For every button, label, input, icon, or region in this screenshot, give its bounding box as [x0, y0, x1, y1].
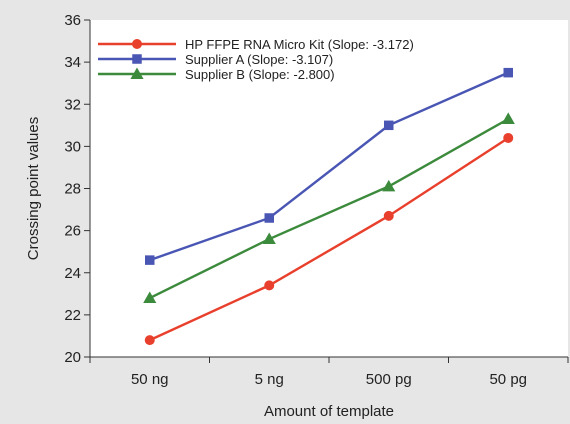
legend: HP FFPE RNA Micro Kit (Slope: -3.172)Sup…	[98, 37, 414, 82]
x-axis: 50 ng 5 ng 500 pg 50 pg	[89, 356, 569, 388]
data-point	[144, 335, 155, 346]
data-point	[145, 255, 155, 265]
x-tick-label: 50 ng	[131, 371, 169, 388]
x-tick-label: 5 ng	[255, 371, 284, 388]
legend-label: Supplier A (Slope: -3.107)	[185, 52, 333, 67]
data-point	[503, 132, 514, 143]
legend-marker	[132, 39, 142, 49]
x-tick-label: 500 pg	[366, 371, 412, 388]
data-point	[501, 112, 515, 124]
legend-label: HP FFPE RNA Micro Kit (Slope: -3.172)	[185, 37, 414, 52]
y-tick-label: 28	[64, 181, 81, 198]
y-tick-label: 24	[64, 265, 81, 282]
x-axis-title: Amount of template	[264, 403, 394, 420]
data-point	[384, 120, 394, 131]
legend-marker	[130, 67, 144, 79]
data-point	[262, 232, 276, 245]
series-line	[149, 71, 509, 262]
series-2	[145, 67, 513, 265]
legend-label: Supplier B (Slope: -2.800)	[185, 67, 335, 82]
y-tick-label: 32	[64, 96, 81, 113]
data-point	[143, 291, 157, 304]
y-tick-label: 22	[64, 307, 81, 324]
legend-item: Supplier A (Slope: -3.107)	[98, 52, 333, 67]
series-line	[149, 117, 509, 300]
series-1	[144, 132, 514, 346]
legend-item: Supplier B (Slope: -2.800)	[98, 67, 335, 82]
data-point	[264, 280, 275, 291]
series-layer	[143, 67, 515, 346]
data-point	[264, 213, 274, 223]
y-axis: 20 22 24 26 28 30 32 34 36	[64, 12, 91, 366]
y-tick-label: 36	[64, 12, 81, 29]
series-3	[143, 112, 515, 304]
y-tick-label: 34	[64, 54, 81, 71]
data-point	[383, 210, 394, 221]
data-point	[382, 179, 396, 192]
legend-item: HP FFPE RNA Micro Kit (Slope: -3.172)	[98, 37, 414, 52]
legend-marker	[132, 54, 142, 64]
y-tick-label: 20	[64, 349, 81, 366]
y-axis-title: Crossing point values	[25, 117, 42, 260]
data-point	[503, 67, 513, 78]
y-tick-label: 26	[64, 223, 81, 240]
series-line	[149, 136, 509, 342]
x-tick-label: 50 pg	[489, 371, 527, 388]
plot-area	[90, 20, 568, 357]
y-tick-label: 30	[64, 138, 81, 155]
